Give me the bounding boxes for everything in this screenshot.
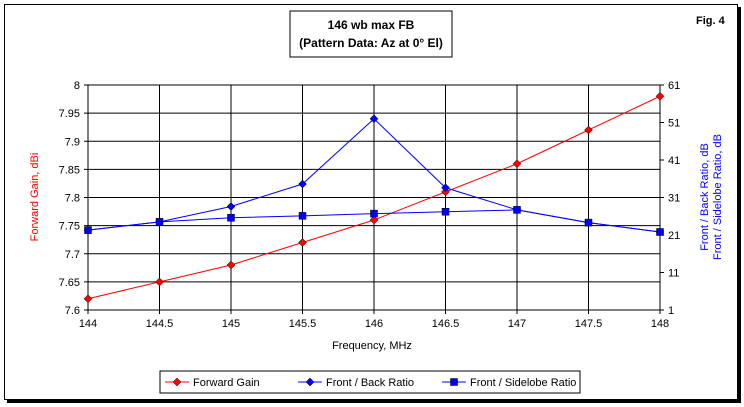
y2-tick-label: 1 <box>668 305 674 317</box>
diamond-marker <box>584 125 593 135</box>
y2-tick-label: 41 <box>668 155 680 167</box>
y-axis-label: Forward Gain, dBi <box>29 153 41 242</box>
y-tick-label: 7.75 <box>59 221 80 233</box>
y-tick-label: 8 <box>74 80 80 92</box>
y2-axis-label-2: Front / Sidelobe Ratio, dB <box>712 134 724 260</box>
x-tick-label: 147 <box>508 318 526 330</box>
y2-tick-label: 61 <box>668 80 680 92</box>
diamond-marker <box>305 377 315 387</box>
y2-tick-label: 21 <box>668 230 680 242</box>
diamond-marker <box>512 159 522 169</box>
legend <box>159 370 581 394</box>
y2-tick-label: 11 <box>668 268 679 280</box>
diamond-marker <box>298 179 307 189</box>
x-tick-label: 148 <box>651 318 669 330</box>
square-marker <box>227 214 235 222</box>
y-tick-label: 7.85 <box>59 164 80 176</box>
square-marker <box>513 206 521 214</box>
y-tick-label: 7.65 <box>59 277 80 289</box>
y-tick-label: 7.8 <box>65 193 80 205</box>
legend-entry: Front / Back Ratio <box>326 377 414 389</box>
y2-tick-label: 51 <box>668 118 680 130</box>
x-tick-label: 146.5 <box>432 318 460 330</box>
figure-label: Fig. 4 <box>696 15 726 27</box>
x-axis-label: Frequency, MHz <box>332 340 412 352</box>
diamond-marker <box>298 238 307 247</box>
x-tick-label: 147.5 <box>575 318 603 330</box>
diamond-marker <box>441 183 450 193</box>
legend-entry: Front / Sidelobe Ratio <box>470 377 576 389</box>
diamond-marker <box>369 114 379 124</box>
y-tick-label: 7.95 <box>59 108 80 120</box>
y2-tick-label: 31 <box>668 193 680 205</box>
title-box <box>289 10 453 58</box>
square-marker <box>441 208 450 216</box>
y-tick-label: 7.7 <box>65 249 80 261</box>
diamond-marker <box>155 277 164 287</box>
square-marker <box>450 378 458 386</box>
square-marker <box>84 226 92 234</box>
diamond-marker <box>172 377 182 387</box>
square-marker <box>584 218 593 227</box>
chart-title: 146 wb max FB <box>328 18 415 32</box>
x-tick-label: 145 <box>222 318 240 330</box>
x-tick-label: 146 <box>365 318 383 330</box>
y-tick-label: 7.9 <box>65 136 80 148</box>
square-marker <box>298 212 307 220</box>
y2-axis-label-1: Front / Back Ratio, dB <box>699 143 711 251</box>
legend-entry: Forward Gain <box>193 377 260 389</box>
diamond-marker <box>226 260 236 270</box>
diamond-marker <box>369 215 379 225</box>
chart-subtitle: (Pattern Data: Az at 0° El) <box>299 36 443 50</box>
x-tick-label: 145.5 <box>289 318 317 330</box>
square-marker <box>370 209 378 218</box>
y-tick-label: 7.6 <box>65 305 80 317</box>
diamond-marker <box>226 202 236 211</box>
square-marker <box>656 228 664 236</box>
square-marker <box>155 218 164 226</box>
diamond-marker <box>655 91 665 101</box>
diamond-marker <box>83 294 93 304</box>
x-tick-label: 144 <box>79 318 97 330</box>
x-tick-label: 144.5 <box>146 318 174 330</box>
